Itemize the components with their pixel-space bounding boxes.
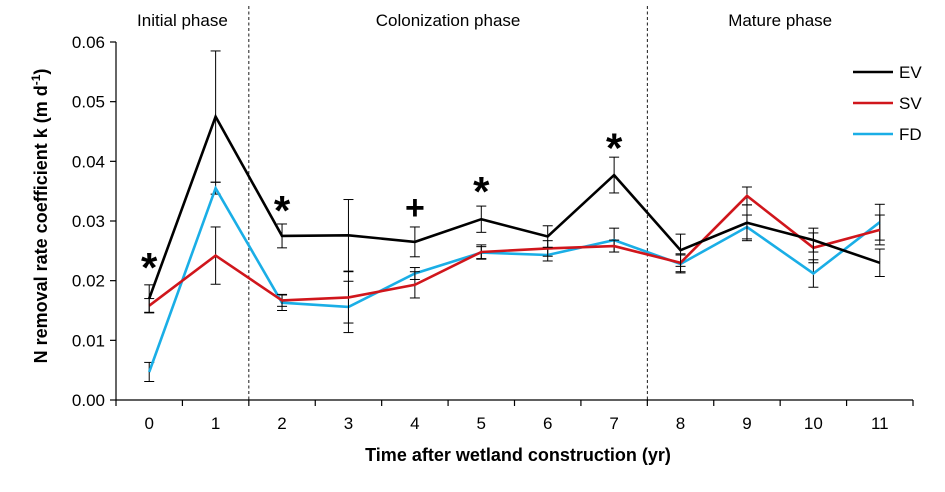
- legend-label-ev: EV: [899, 63, 922, 82]
- series-line-fd: [147, 185, 881, 373]
- x-tick-label: 10: [804, 414, 823, 433]
- y-tick-label: 0.05: [72, 93, 105, 112]
- y-tick-label: 0.03: [72, 212, 105, 231]
- legend-label-sv: SV: [899, 94, 922, 113]
- axes-layer: 0.00 0.01 0.02 0.03 0.04 0.05 0.06 0 1 2 3 4 5 6 7 8 9 10…: [72, 33, 914, 433]
- x-tick-label: 5: [477, 414, 486, 433]
- y-tick-label: 0.00: [72, 391, 105, 410]
- y-axis-title-superscript: -1: [29, 74, 43, 85]
- y-tick-label: 0.02: [72, 272, 105, 291]
- legend-label-fd: FD: [899, 125, 922, 144]
- x-tick-label: 9: [742, 414, 751, 433]
- significance-asterisk: *: [473, 168, 490, 215]
- x-tick-label: 6: [543, 414, 552, 433]
- series-line-sv: [148, 194, 881, 307]
- legend: EV SV FD: [853, 63, 922, 144]
- phase-label: Mature phase: [728, 11, 832, 30]
- significance-asterisk: *: [141, 244, 158, 291]
- x-tick-label: 7: [609, 414, 618, 433]
- x-tick-label: 2: [277, 414, 286, 433]
- y-axis-title-close: ): [31, 69, 51, 75]
- series-layer: [144, 50, 885, 383]
- y-tick-label: 0.06: [72, 33, 105, 52]
- significance-asterisk: *: [606, 124, 623, 171]
- x-tick-label: 4: [410, 414, 419, 433]
- y-axis-title: N removal rate coefficient k (m d-1): [29, 69, 51, 364]
- series-ev: [144, 50, 885, 313]
- y-tick-label: 0.01: [72, 331, 105, 350]
- y-tick-label: 0.04: [72, 152, 105, 171]
- significance-asterisk: *: [274, 187, 291, 234]
- x-tick-label: 11: [871, 414, 889, 433]
- x-tick-label: 1: [211, 414, 220, 433]
- x-tick-label: 3: [344, 414, 353, 433]
- phase-layer: Initial phase Colonization phase Mature ph…: [137, 6, 832, 400]
- significance-plus: +: [405, 189, 425, 227]
- x-tick-label: 8: [676, 414, 685, 433]
- y-axis-title-main: N removal rate coefficient k (m d: [31, 85, 51, 363]
- series-sv: [144, 186, 885, 324]
- series-line-ev: [147, 113, 881, 300]
- phase-label: Initial phase: [137, 11, 228, 30]
- x-axis-title: Time after wetland construction (yr): [365, 445, 671, 465]
- annotation-layer: * * + * *: [141, 124, 623, 290]
- x-tick-label: 0: [144, 414, 153, 433]
- phase-label: Colonization phase: [376, 11, 521, 30]
